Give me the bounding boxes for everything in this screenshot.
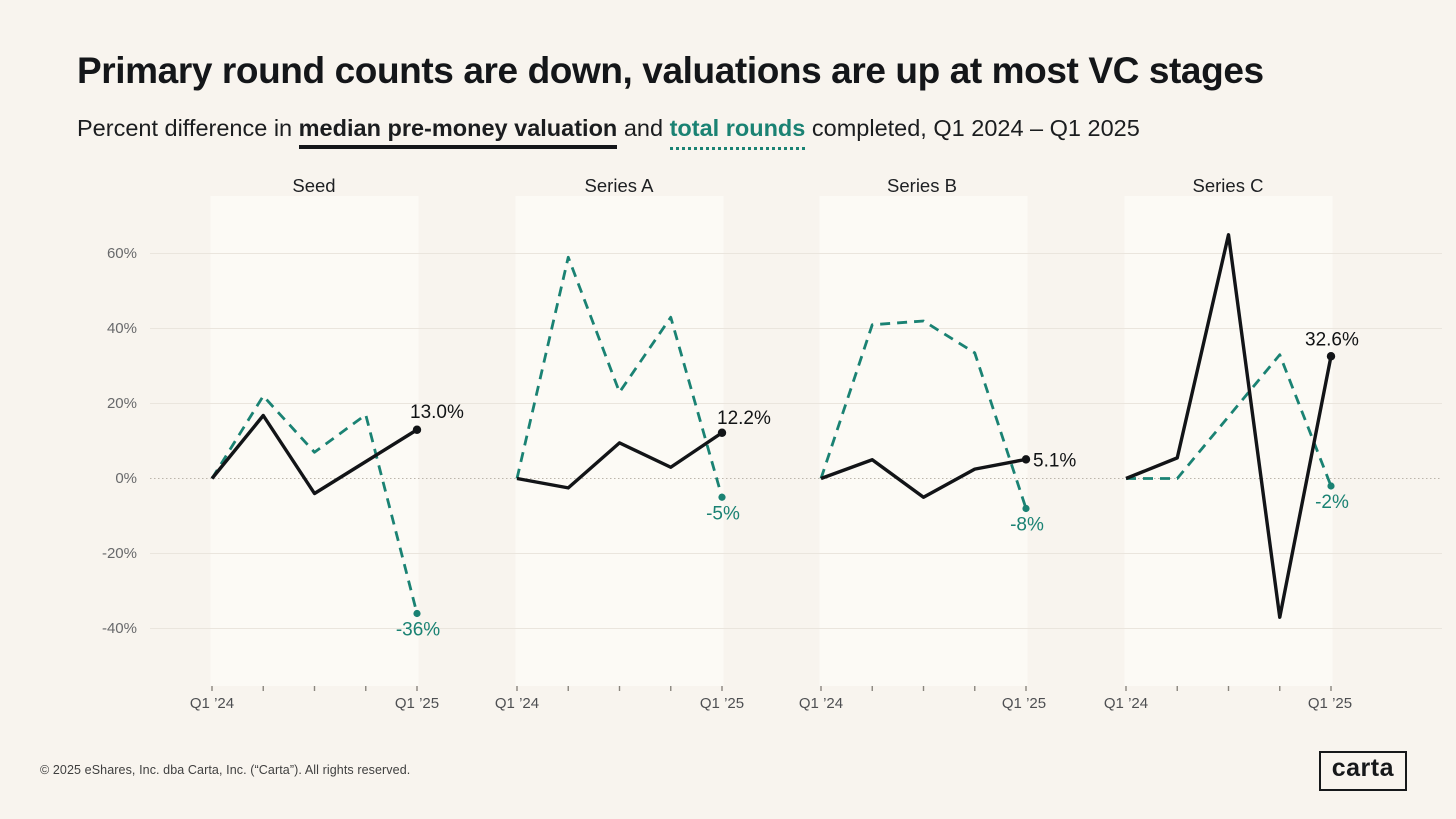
y-tick-neg40: -40% — [101, 620, 137, 637]
rounds-end-label-series-b: -8% — [1010, 515, 1044, 536]
subtitle-suffix: completed, Q1 2024 – Q1 2025 — [805, 115, 1140, 141]
rounds-end-label-series-a: -5% — [706, 503, 740, 524]
y-tick-0: 0% — [115, 470, 137, 487]
chart-title-series-c: Series C — [1192, 175, 1264, 196]
valuation-line-series-a — [516, 431, 723, 490]
x-label-series-c-last: Q1 ’25 — [1307, 695, 1353, 712]
y-tick-20: 20% — [106, 395, 137, 412]
x-label-series-a-last: Q1 ’25 — [699, 695, 745, 712]
rounds-line-series-c — [1126, 353, 1333, 487]
valuation-endpoint-series-c — [1326, 352, 1336, 361]
x-label-series-b-last: Q1 ’25 — [1001, 695, 1047, 712]
valuation-endpoint-series-a — [717, 428, 727, 437]
y-tick-40: 40% — [106, 320, 137, 337]
valuation-endpoint-series-b — [1021, 455, 1031, 464]
subtitle-prefix: Percent difference in — [77, 115, 299, 141]
rounds-endpoint-series-b — [1022, 504, 1030, 513]
chart-subtitle: Percent difference in median pre-money v… — [77, 113, 1407, 150]
rounds-endpoint-series-a — [718, 493, 726, 501]
page-title: Primary round counts are down, valuation… — [77, 50, 1264, 91]
valuation-line-seed — [210, 413, 418, 496]
valuation-legend-label: median pre-money valuation — [298, 115, 618, 149]
x-label-seed-last: Q1 ’25 — [394, 695, 440, 712]
carta-logo: carta — [1318, 751, 1407, 791]
valuation-line-series-b — [820, 457, 1027, 499]
valuation-endpoint-seed — [412, 425, 422, 434]
rounds-endpoint-seed — [413, 609, 421, 618]
valuation-line-series-c — [1125, 233, 1333, 619]
plot-panel — [1124, 196, 1333, 686]
chart-title-series-a: Series A — [584, 175, 654, 196]
rounds-end-label-series-c: -2% — [1315, 492, 1349, 513]
valuation-end-label-series-b: 5.1% — [1033, 450, 1076, 471]
chart-title-series-b: Series B — [887, 175, 957, 196]
valuation-end-label-series-c: 32.6% — [1305, 329, 1359, 350]
plot-panel — [515, 196, 724, 686]
plot-panel — [210, 196, 419, 686]
y-tick-neg20: -20% — [101, 545, 137, 562]
x-label-series-b-first: Q1 ’24 — [798, 695, 844, 712]
x-label-seed-first: Q1 ’24 — [189, 695, 235, 712]
x-label-series-a-first: Q1 ’24 — [494, 695, 540, 712]
rounds-endpoint-series-c — [1327, 482, 1335, 490]
copyright-text: © 2025 eShares, Inc. dba Carta, Inc. (“C… — [40, 763, 411, 777]
rounds-legend-label: total rounds — [669, 115, 806, 150]
valuation-end-label-seed: 13.0% — [410, 402, 464, 423]
subtitle-middle: and — [617, 115, 670, 141]
rounds-end-label-seed: -36% — [396, 620, 440, 641]
valuation-end-label-series-a: 12.2% — [717, 408, 771, 429]
chart-title-seed: Seed — [292, 175, 336, 196]
plot-panel — [819, 196, 1028, 686]
rounds-line-series-b — [819, 319, 1028, 509]
x-label-series-c-first: Q1 ’24 — [1103, 695, 1149, 712]
y-tick-60: 60% — [106, 245, 137, 262]
rounds-line-seed — [210, 394, 419, 614]
